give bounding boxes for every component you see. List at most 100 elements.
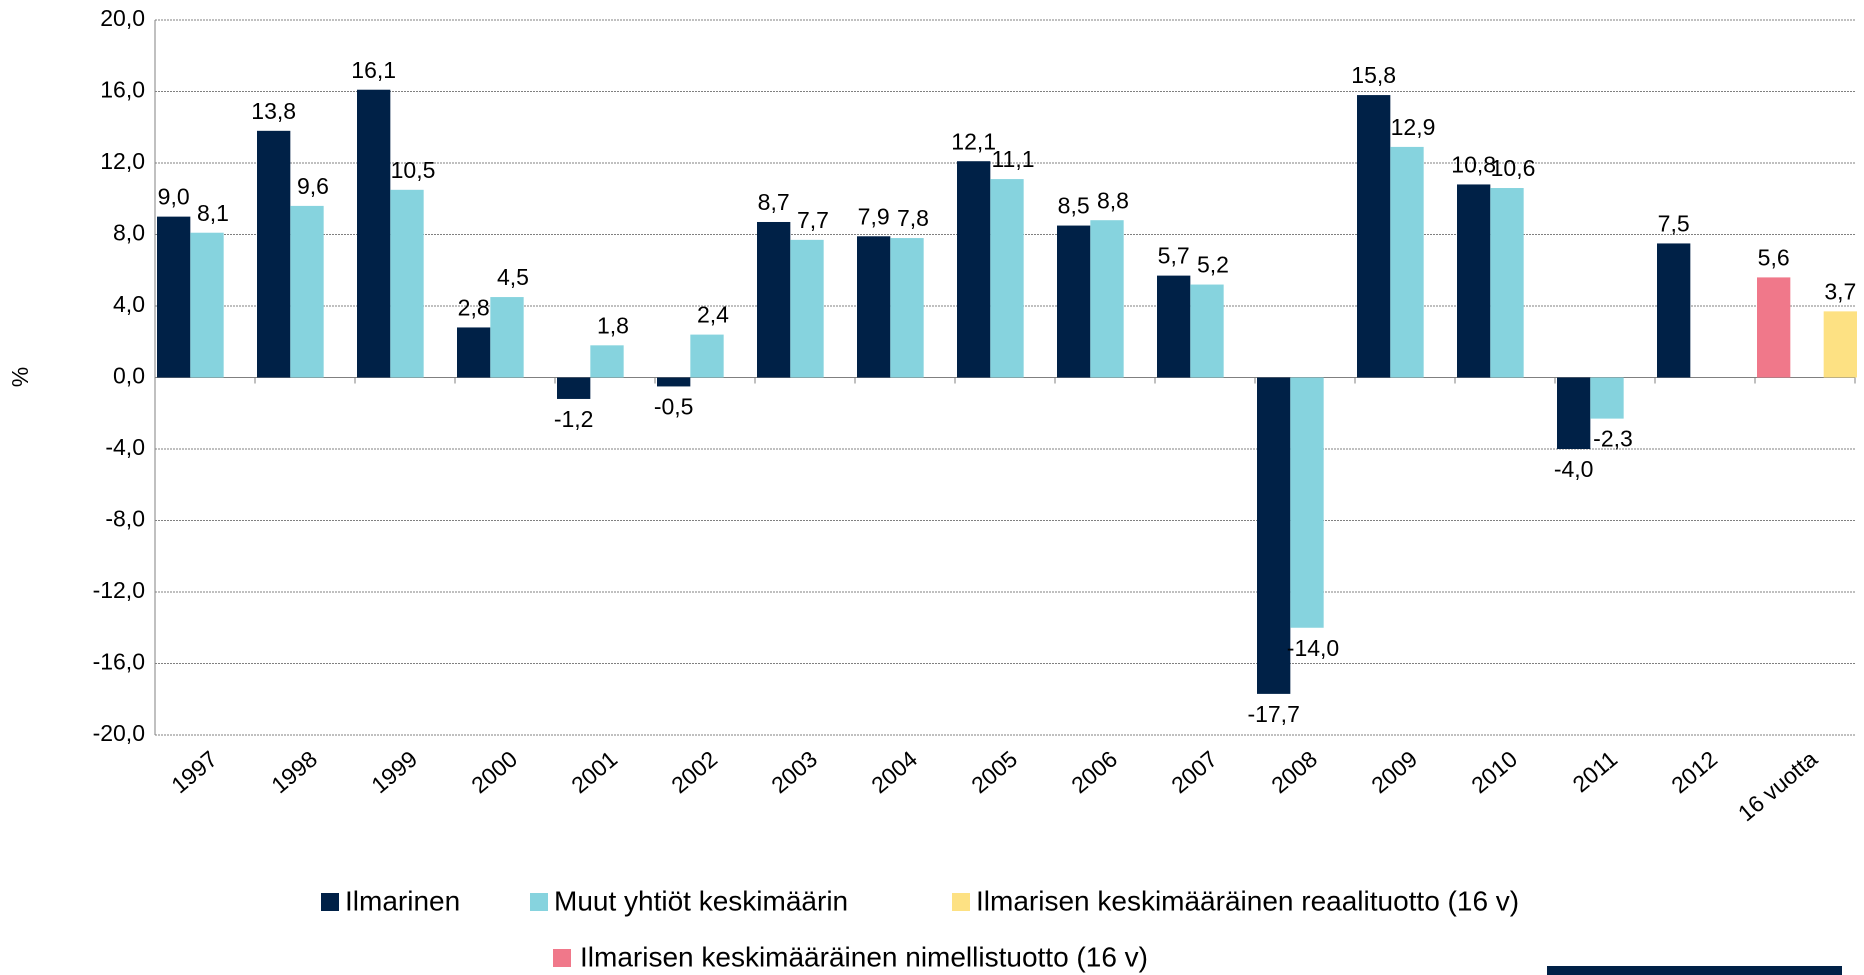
x-tick-label: 1998 [266,746,322,799]
y-tick-label: -20,0 [93,720,145,746]
value-label: 8,7 [758,189,790,215]
value-label: -1,2 [554,406,594,432]
value-label: 2,8 [458,295,490,321]
bar [1657,243,1691,378]
value-label: -2,3 [1593,426,1633,452]
bar [1057,225,1091,378]
bar [357,89,391,378]
value-label: 10,8 [1451,152,1496,178]
value-label: 12,1 [951,128,996,154]
value-label: 8,8 [1097,187,1129,213]
bar [890,238,924,378]
y-axis-title: % [7,367,33,387]
bar [1290,377,1324,628]
x-tick-label: 2007 [1166,746,1222,799]
y-tick-label: 0,0 [113,363,145,389]
x-tick-label: 2012 [1666,746,1722,799]
bar [457,327,491,378]
value-label: 15,8 [1351,62,1396,88]
value-label: 10,6 [1491,155,1536,181]
value-label: -4,0 [1554,456,1594,482]
value-label: 1,8 [597,312,629,338]
x-tick-label: 2002 [666,746,722,799]
legend-label: Ilmarinen [345,885,460,916]
bar [1457,184,1491,378]
y-tick-label: 16,0 [100,77,145,103]
value-label: 5,2 [1197,252,1229,278]
value-label: 11,1 [991,146,1034,172]
x-tick-label: 2005 [966,746,1022,799]
legend-swatch [530,893,548,911]
value-label: 7,9 [858,203,890,229]
value-label: 5,7 [1158,243,1190,269]
bar [490,297,524,378]
value-label: 13,8 [251,98,296,124]
bar [1357,95,1391,378]
value-label: -17,7 [1247,701,1299,727]
legend-label: Muut yhtiöt keskimäärin [554,885,848,916]
x-tick-label: 2001 [566,746,622,799]
bar [157,216,191,378]
bar [657,377,691,387]
x-tick-label: 16 vuotta [1733,745,1822,826]
value-label: 12,9 [1391,114,1436,140]
value-label: 9,0 [158,184,190,210]
legend-swatch [952,893,970,911]
bar [1490,188,1524,378]
x-tick-label: 2009 [1366,746,1422,799]
x-tick-label: 2006 [1066,746,1122,799]
value-label: 7,8 [897,205,929,231]
legend-label: Ilmarisen keskimääräinen reaalituotto (1… [976,885,1519,916]
x-tick-label: 2011 [1568,746,1623,798]
y-tick-label: 4,0 [113,291,145,317]
value-label: 7,7 [797,207,829,233]
bar [1557,377,1591,449]
value-label: -0,5 [654,394,694,420]
value-label: 3,7 [1824,278,1856,304]
bar [1157,275,1191,378]
x-tick-label: 2010 [1466,746,1522,799]
value-label: 10,5 [391,157,436,183]
y-tick-label: 8,0 [113,220,145,246]
value-label: 2,4 [697,302,729,328]
y-tick-label: -8,0 [105,506,145,532]
bar [1757,277,1791,378]
value-label: -14,0 [1287,635,1339,661]
bar [390,189,424,378]
bar [1823,311,1857,378]
value-label: 16,1 [351,57,396,83]
x-tick-label: 2003 [766,746,822,799]
bar [757,221,791,378]
y-tick-label: 12,0 [100,148,145,174]
x-tick-label: 2004 [866,745,922,798]
x-tick-label: 2008 [1266,746,1322,799]
bar [990,179,1024,378]
bar [790,239,824,378]
y-tick-label: -4,0 [105,434,145,460]
value-label: 8,1 [197,200,229,226]
bar [1590,377,1624,419]
y-tick-label: 20,0 [100,5,145,31]
y-tick-label: -12,0 [93,577,145,603]
decoration-bar [1547,966,1842,975]
legend-label: Ilmarisen keskimääräinen nimellistuotto … [580,941,1148,972]
bar [1390,146,1424,378]
bar [690,334,724,378]
x-tick-label: 1999 [366,746,422,799]
value-label: 5,6 [1758,244,1790,270]
value-label: 7,5 [1658,211,1690,237]
x-tick-label: 2000 [466,746,522,799]
legend-swatch [553,949,571,967]
bar [1090,220,1124,378]
value-label: 4,5 [497,264,529,290]
value-label: 9,6 [297,173,329,199]
bar [557,377,591,399]
bar [957,161,991,378]
legend-swatch [321,893,339,911]
bar [257,130,291,378]
bar [1257,377,1291,694]
value-label: 8,5 [1058,193,1090,219]
bar [290,205,324,378]
x-tick-label: 1997 [166,746,222,799]
